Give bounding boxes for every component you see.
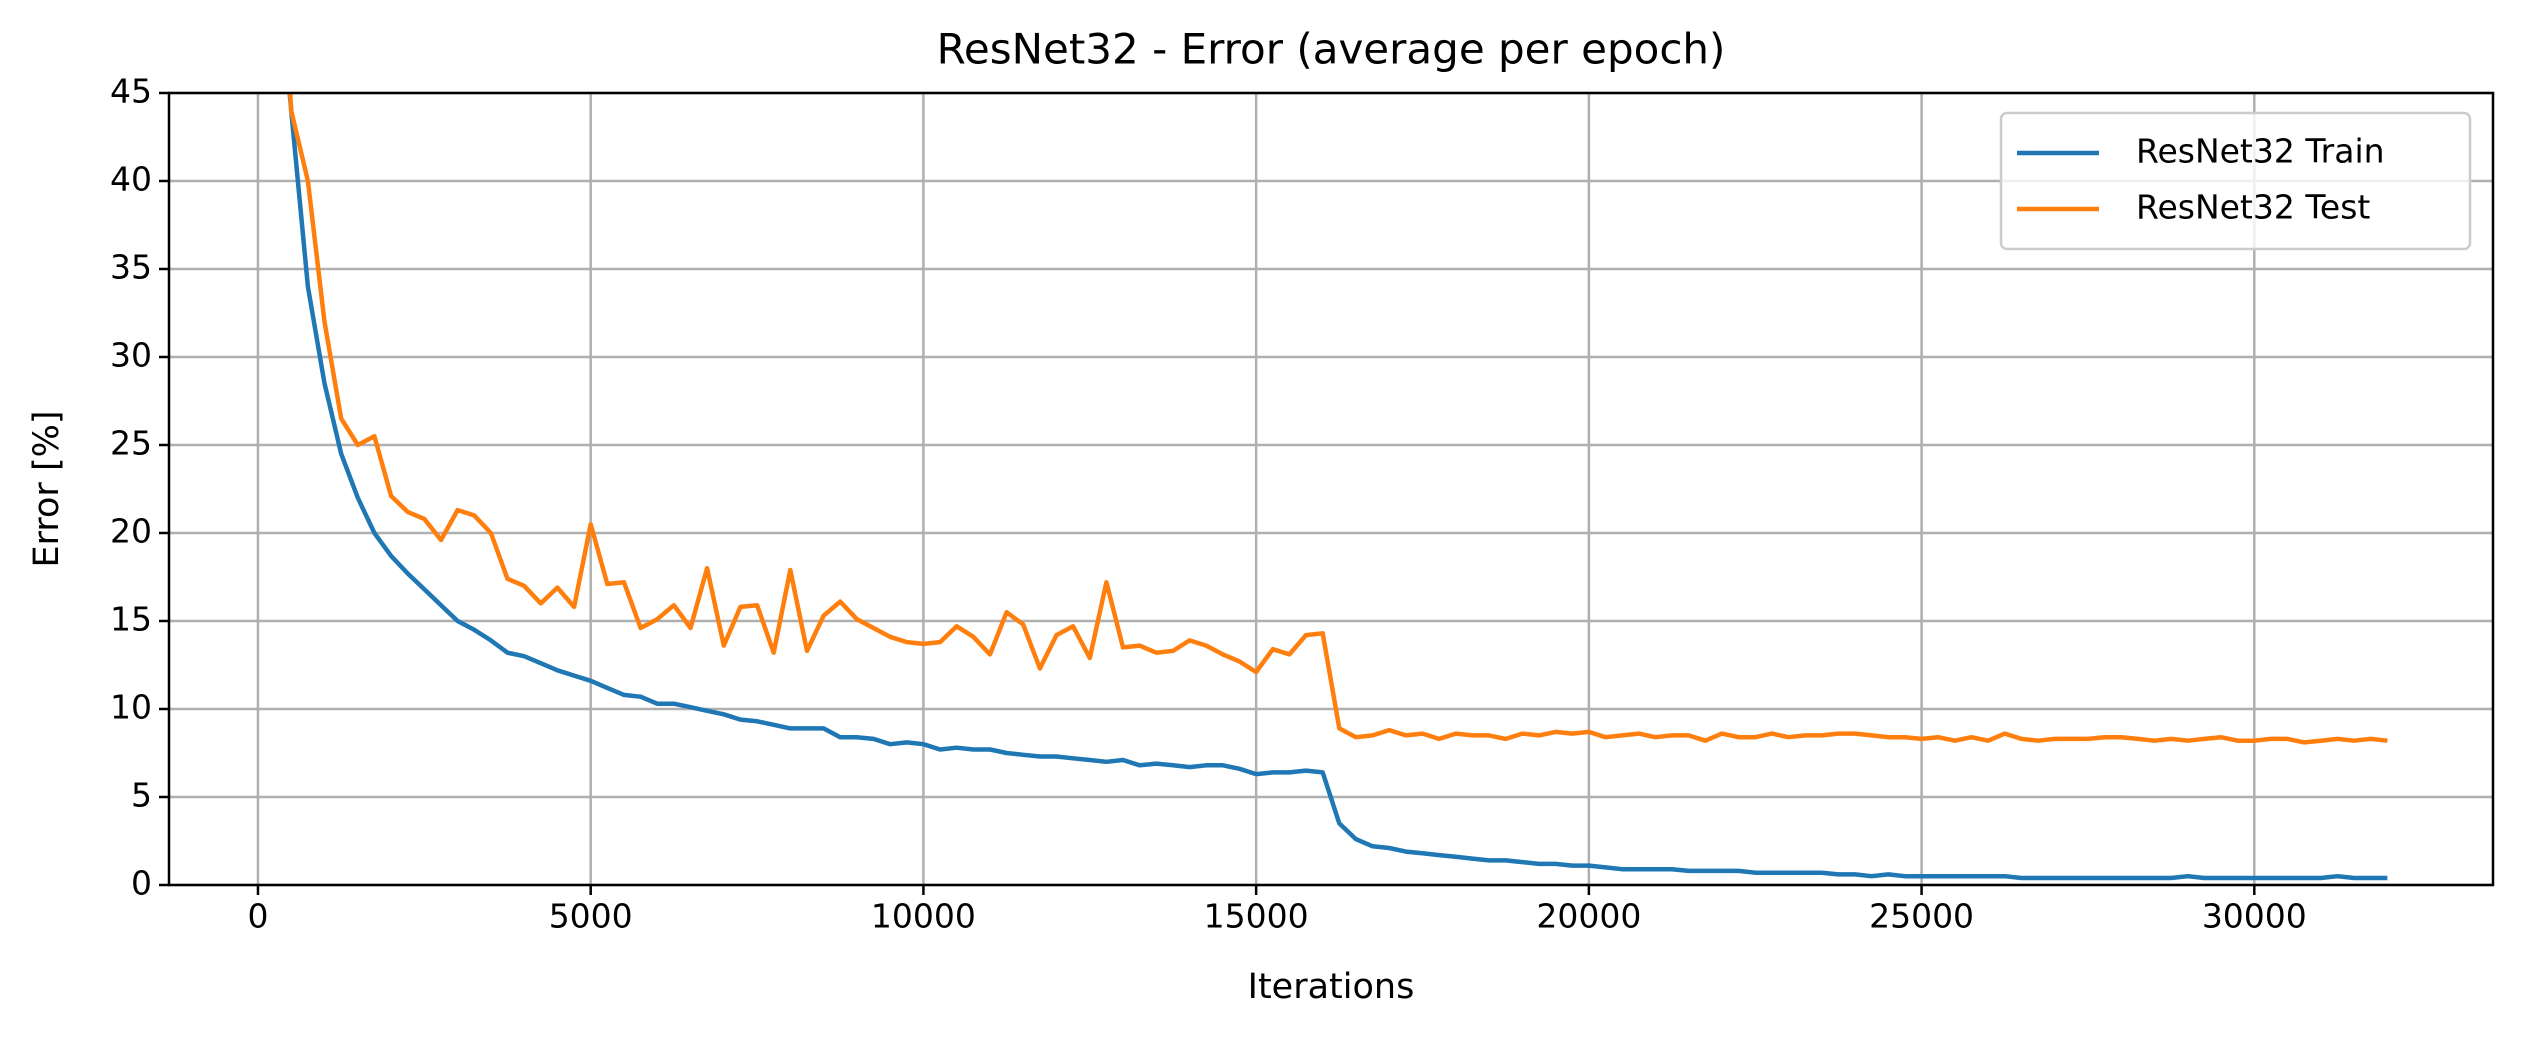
y-tick-label: 15	[110, 600, 152, 639]
y-tick-label: 45	[110, 72, 152, 111]
x-tick-label: 10000	[871, 897, 976, 936]
y-tick-label: 30	[110, 336, 152, 375]
plot-area	[287, 93, 2388, 881]
legend-label: ResNet32 Test	[2136, 188, 2370, 227]
legend-box	[1999, 111, 2472, 251]
x-tick-label: 5000	[549, 897, 633, 936]
y-tick-label: 10	[110, 688, 152, 727]
chart-title: ResNet32 - Error (average per epoch)	[937, 25, 1726, 74]
y-tick-label: 25	[110, 424, 152, 463]
y-axis-label: Error [%]	[27, 410, 67, 567]
x-tick-label: 30000	[2202, 897, 2307, 936]
legend: ResNet32 Train ResNet32 Test	[1999, 111, 2472, 251]
y-tick-label: 40	[110, 160, 152, 199]
x-tick-label: 15000	[1204, 897, 1309, 936]
y-tick-label: 35	[110, 248, 152, 287]
x-tick-label: 20000	[1536, 897, 1641, 936]
y-tick-label: 5	[131, 776, 152, 815]
series-line	[287, 93, 2388, 745]
legend-label: ResNet32 Train	[2136, 132, 2385, 171]
y-tick-label: 20	[110, 512, 152, 551]
x-tick-label: 25000	[1869, 897, 1974, 936]
series-line	[287, 93, 2388, 881]
x-tick-label: 0	[247, 897, 268, 936]
x-axis-label: Iterations	[1248, 967, 1415, 1007]
y-tick-label: 0	[131, 864, 152, 903]
axes-frame	[167, 91, 2495, 887]
